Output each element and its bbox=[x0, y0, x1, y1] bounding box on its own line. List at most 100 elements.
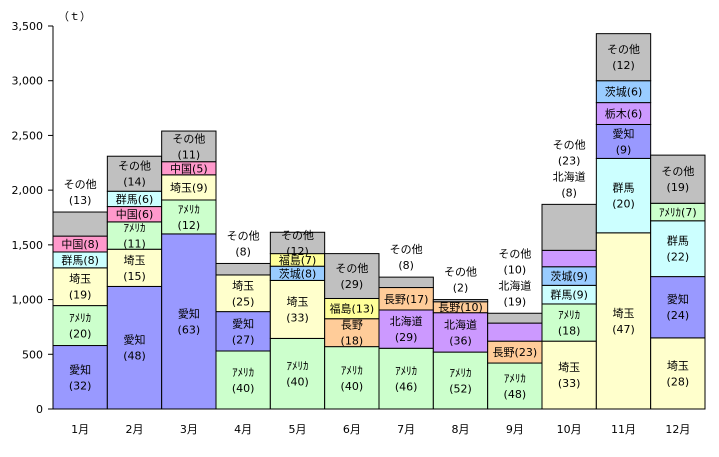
segment-label-3-2: ｱﾒﾘｶ(12) bbox=[178, 203, 201, 232]
x-tick-label-7: 7月 bbox=[397, 423, 415, 436]
segment-label-5-5: その他(12) bbox=[281, 229, 314, 258]
segment-label-12-1: 埼玉(28) bbox=[667, 358, 690, 388]
segment-label-above-4-1: その他(8) bbox=[227, 229, 260, 258]
bar-segment-3-1 bbox=[161, 233, 217, 410]
segment-label-2-2: 埼玉(15) bbox=[123, 253, 146, 283]
bar-segment-5-1 bbox=[269, 337, 326, 410]
y-tick-label-3: 1,000 bbox=[12, 294, 44, 307]
segment-label-6-3: 福島(13) bbox=[330, 302, 375, 316]
y-tick-label-6: 2,500 bbox=[12, 129, 44, 142]
x-tick-label-9: 9月 bbox=[506, 423, 524, 436]
y-axis-unit-label: （ｔ） bbox=[58, 10, 91, 23]
segment-label-8-3: 長野(10) bbox=[438, 301, 483, 314]
bar-segment-9-4 bbox=[487, 312, 543, 324]
y-tick-label-1: 0 bbox=[36, 403, 43, 416]
x-tick-label-6: 6月 bbox=[343, 423, 361, 436]
segment-label-7-1: ｱﾒﾘｶ(46) bbox=[395, 365, 418, 394]
segment-label-5-3: 茨城(8) bbox=[279, 266, 317, 280]
segment-label-10-1: 埼玉(33) bbox=[558, 360, 581, 390]
segment-label-6-1: ｱﾒﾘｶ(40) bbox=[341, 364, 364, 393]
x-tick-label-5: 5月 bbox=[289, 423, 307, 436]
segment-label-10-3: 群馬(9) bbox=[550, 288, 588, 302]
segment-label-2-6: その他(14) bbox=[118, 160, 151, 189]
segment-label-8-2: 北海道(36) bbox=[444, 317, 477, 347]
segment-label-11-5: 茨城(6) bbox=[605, 85, 643, 99]
segment-label-9-1: ｱﾒﾘｶ(48) bbox=[504, 372, 527, 401]
bar-segment-6-1 bbox=[324, 346, 380, 410]
bar-segment-7-4 bbox=[378, 276, 434, 289]
bar-segment-5-5 bbox=[269, 231, 326, 255]
segment-label-8-1: ｱﾒﾘｶ(52) bbox=[449, 367, 472, 396]
segment-labels-group: 愛知(32) ｱﾒﾘｶ(20) 埼玉(19) 群馬(8) 中国(8) その他(13) 愛知(… bbox=[61, 43, 696, 401]
segment-label-10-2: ｱﾒﾘｶ(18) bbox=[558, 309, 581, 338]
y-tick-label-5: 2,000 bbox=[12, 184, 44, 197]
bar-segment-4-4 bbox=[215, 262, 271, 276]
segment-label-12-5: その他(19) bbox=[661, 165, 694, 194]
x-tick-label-8: 8月 bbox=[452, 423, 470, 436]
bar-segment-2-2 bbox=[106, 248, 163, 287]
axes-group: 1月 2月 3月 4月 5月 6月 7月 8月 9月 10月 11月 12月 0 500 1,000 1,50… bbox=[12, 20, 705, 436]
segment-label-2-4: 中国(6) bbox=[116, 208, 154, 221]
segment-label-11-3: 愛知(9) bbox=[613, 126, 635, 156]
y-tick-label-2: 500 bbox=[22, 348, 43, 361]
segment-label-above-10-1: 北海道(8) bbox=[553, 169, 586, 199]
segment-label-12-4: ｱﾒﾘｶ(7) bbox=[659, 206, 697, 219]
x-tick-label-11: 11月 bbox=[611, 423, 636, 436]
bar-segment-4-1 bbox=[215, 350, 271, 410]
segment-label-1-3: 埼玉(19) bbox=[69, 272, 92, 302]
segment-label-above-10-2: その他(23) bbox=[553, 138, 586, 167]
segment-label-1-4: 群馬(8) bbox=[61, 253, 99, 267]
segment-label-2-3: ｱﾒﾘｶ(11) bbox=[123, 222, 146, 251]
segment-label-4-1: ｱﾒﾘｶ(40) bbox=[232, 366, 255, 395]
segment-label-11-6: その他(12) bbox=[607, 43, 640, 72]
bar-segment-12-5 bbox=[650, 154, 706, 204]
bar-segment-11-1 bbox=[595, 232, 652, 410]
bar-segment-9-1 bbox=[487, 362, 543, 410]
segment-label-above-1-1: その他(13) bbox=[64, 178, 97, 207]
segment-label-6-2: 長野(18) bbox=[341, 319, 364, 348]
y-tick-label-8: 3,500 bbox=[12, 20, 44, 33]
bar-segment-1-2 bbox=[52, 305, 108, 347]
bar-segment-1-1 bbox=[52, 345, 108, 410]
bar-segment-2-1 bbox=[106, 285, 163, 410]
segment-label-3-4: 中国(5) bbox=[170, 162, 208, 175]
bar-segment-8-1 bbox=[432, 351, 489, 410]
bar-segment-7-1 bbox=[378, 347, 434, 410]
segment-label-10-4: 茨城(9) bbox=[550, 269, 588, 283]
bar-segment-9-3 bbox=[487, 322, 543, 342]
segment-label-1-2: ｱﾒﾘｶ(20) bbox=[69, 312, 92, 341]
x-tick-label-3: 3月 bbox=[180, 423, 198, 436]
segment-label-above-7-1: その他(8) bbox=[390, 243, 423, 272]
segment-label-9-2: 長野(23) bbox=[493, 346, 538, 359]
bars-group bbox=[52, 33, 706, 410]
segment-label-2-1: 愛知(48) bbox=[123, 333, 146, 363]
x-tick-label-12: 12月 bbox=[665, 423, 690, 436]
bar-segment-12-3 bbox=[650, 220, 706, 278]
segment-label-5-2: 埼玉(33) bbox=[286, 294, 309, 324]
segment-label-3-1: 愛知(63) bbox=[178, 306, 201, 336]
segment-label-4-3: 埼玉(25) bbox=[232, 278, 255, 308]
x-tick-label-10: 10月 bbox=[557, 423, 582, 436]
segment-label-3-5: その他(11) bbox=[172, 132, 205, 161]
segment-label-5-1: ｱﾒﾘｶ(40) bbox=[286, 360, 309, 389]
segment-label-12-3: 群馬(22) bbox=[667, 234, 690, 264]
bar-segment-3-2 bbox=[161, 199, 217, 235]
bar-segment-1-6 bbox=[52, 211, 108, 237]
segment-label-5-4: 福島(7) bbox=[279, 253, 317, 267]
bar-segment-12-1 bbox=[650, 337, 706, 410]
segment-label-6-4: その他(29) bbox=[335, 262, 368, 291]
segment-label-above-9-1: 北海道(19) bbox=[498, 278, 531, 308]
bar-segment-5-2 bbox=[269, 279, 326, 339]
y-tick-label-7: 3,000 bbox=[12, 75, 44, 88]
segment-label-7-3: 長野(17) bbox=[384, 293, 429, 306]
bar-segment-6-4 bbox=[324, 253, 380, 299]
bar-segment-10-5 bbox=[541, 249, 597, 268]
segment-label-11-4: 栃木(6) bbox=[605, 107, 643, 121]
bar-segment-11-6 bbox=[595, 33, 652, 82]
segment-label-1-1: 愛知(32) bbox=[69, 362, 92, 392]
bar-segment-4-2 bbox=[215, 311, 271, 352]
segment-label-above-9-2: その他(10) bbox=[498, 247, 531, 276]
bar-segment-6-2 bbox=[324, 318, 380, 348]
bar-segment-10-1 bbox=[541, 340, 597, 410]
